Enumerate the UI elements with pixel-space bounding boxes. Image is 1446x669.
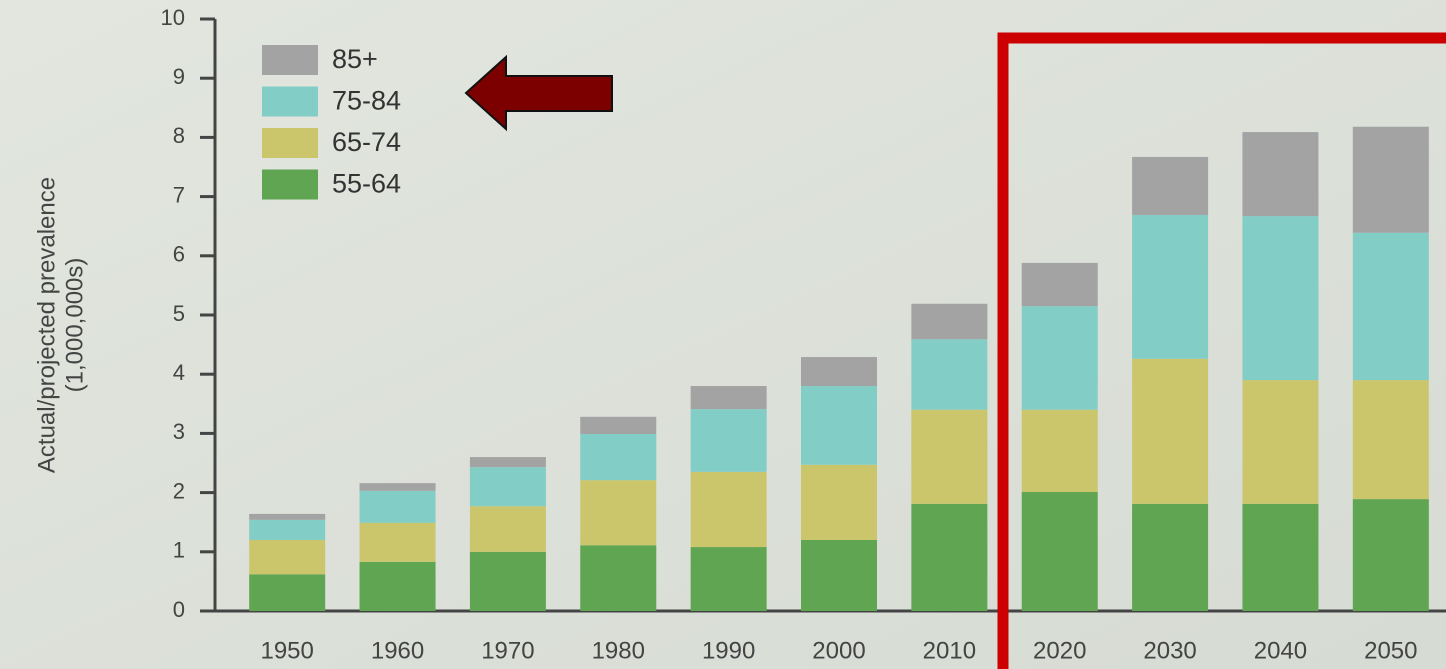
bar-segment: [801, 464, 877, 540]
y-axis-title: Actual/projected prevalence: [33, 177, 60, 473]
y-tick-label: 8: [173, 123, 185, 148]
legend-label: 65-74: [332, 127, 401, 157]
bar-segment: [801, 539, 877, 611]
y-tick-label: 10: [161, 5, 185, 30]
legend-label: 85+: [332, 44, 378, 74]
bar-segment: [690, 471, 767, 548]
bar-segment: [911, 409, 988, 504]
bar-segment: [1132, 214, 1209, 359]
y-tick-label: 2: [173, 478, 185, 503]
bar-segment: [249, 513, 326, 520]
x-tick-label: 1980: [592, 637, 645, 664]
bar-segment: [801, 357, 877, 387]
bar-segment: [1352, 232, 1429, 381]
y-axis-unit: (1,000,000s): [61, 258, 88, 393]
highlight-box: [997, 32, 1446, 669]
bar-segment: [249, 519, 326, 540]
x-tick-label: 2010: [923, 637, 976, 664]
bar-segment: [1021, 306, 1098, 410]
arrow: [464, 54, 613, 132]
bar-segment: [911, 503, 988, 611]
bar-segment: [1242, 380, 1319, 504]
bar-segment: [690, 409, 767, 472]
legend-label: 75-84: [332, 86, 401, 116]
y-tick-label: 1: [173, 538, 185, 563]
x-tick-label: 1970: [481, 637, 534, 664]
bar-segment: [801, 386, 877, 465]
bar-segment: [1021, 262, 1098, 307]
x-tick-label: 1960: [371, 637, 424, 664]
bar-segment: [1132, 358, 1209, 504]
legend-label: 55-64: [332, 169, 401, 199]
legend-swatch: [262, 45, 318, 75]
bar-segment: [1021, 492, 1098, 611]
x-tick-label: 2030: [1143, 637, 1196, 664]
y-tick-label: 4: [173, 360, 185, 385]
bar-segment: [580, 416, 657, 434]
bar-segment: [1242, 503, 1319, 611]
y-tick-label: 7: [173, 182, 185, 207]
bar-segment: [249, 539, 326, 575]
bar-segment: [690, 386, 767, 410]
bar-segment: [1021, 409, 1098, 493]
bar-segment: [469, 467, 546, 507]
y-tick-label: 6: [173, 242, 185, 267]
bar-segment: [359, 483, 436, 491]
bar-segment: [580, 545, 657, 611]
bar-segment: [580, 433, 657, 481]
bar-segment: [1352, 126, 1429, 233]
x-tick-label: 2050: [1364, 637, 1417, 664]
x-tick-label: 2040: [1254, 637, 1307, 664]
y-tick-label: 0: [173, 597, 185, 622]
bar-segment: [580, 480, 657, 546]
legend-swatch: [262, 128, 318, 158]
bar-segment: [1242, 216, 1319, 381]
bar-segment: [1352, 499, 1429, 611]
bar-segment: [359, 522, 436, 562]
bar-segment: [1242, 132, 1319, 217]
bar-segment: [911, 303, 988, 340]
bar-segment: [469, 506, 546, 552]
bar-segment: [469, 457, 546, 468]
bar-segment: [359, 490, 436, 523]
x-tick-label: 1950: [260, 637, 313, 664]
bar-segment: [1352, 380, 1429, 500]
plot-area: 0 1 2 3 4 5 6 7 8 9 10 1950 1960 1970 1980 1990 2000 2010…: [161, 5, 1446, 664]
y-tick-label: 3: [173, 419, 185, 444]
y-tick-label: 9: [173, 64, 185, 89]
bar-segment: [1132, 503, 1209, 611]
bar-segment: [359, 561, 436, 611]
y-tick-label: 5: [173, 301, 185, 326]
bar-segment: [249, 574, 326, 611]
x-tick-label: 2020: [1033, 637, 1086, 664]
bar-segment: [911, 339, 988, 410]
x-tick-label: 1990: [702, 637, 755, 664]
legend-swatch: [262, 169, 318, 200]
bar-segment: [1132, 156, 1209, 215]
bar-segment: [690, 547, 767, 611]
legend-swatch: [262, 86, 318, 117]
bar-segment: [469, 551, 546, 611]
x-tick-label: 2000: [812, 637, 865, 664]
